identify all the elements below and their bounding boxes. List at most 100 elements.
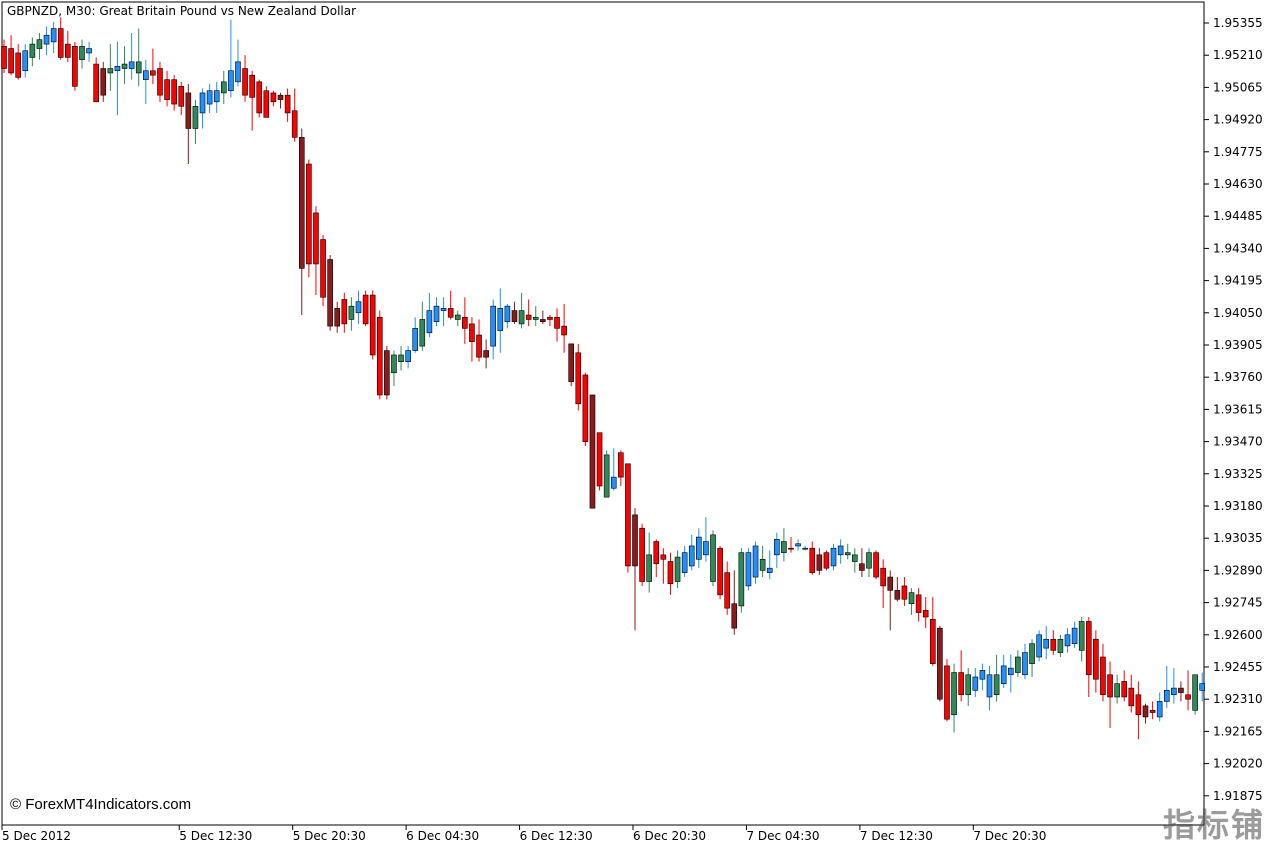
y-tick-label: 1.92455 xyxy=(1213,660,1263,674)
candle xyxy=(518,292,525,329)
candle-body xyxy=(1043,638,1050,649)
candle-body xyxy=(937,627,943,700)
x-tick-label: 5 Dec 20:30 xyxy=(293,829,366,843)
candle xyxy=(1064,628,1071,653)
candle xyxy=(965,668,972,706)
candle xyxy=(1036,630,1042,662)
candle xyxy=(703,517,709,562)
candle xyxy=(128,32,135,80)
candle xyxy=(192,99,199,145)
candle-body xyxy=(355,301,362,314)
candle xyxy=(419,301,426,351)
y-tick-label: 1.92310 xyxy=(1213,692,1263,706)
candle xyxy=(341,292,348,333)
candle xyxy=(540,310,546,324)
candle-body xyxy=(979,670,986,680)
y-tick-label: 1.91875 xyxy=(1213,789,1263,803)
candle xyxy=(851,548,858,573)
candle xyxy=(603,450,610,498)
candle xyxy=(1199,672,1206,702)
candle xyxy=(752,541,759,584)
candle-body xyxy=(674,556,681,582)
plot-frame xyxy=(1,1,1205,826)
candle xyxy=(837,539,844,564)
candle-body xyxy=(1185,694,1191,700)
candle xyxy=(887,570,894,631)
candle xyxy=(632,508,638,631)
candle xyxy=(1057,634,1064,658)
candle-body xyxy=(100,68,107,96)
candle-body xyxy=(270,92,277,103)
y-tick-label: 1.92600 xyxy=(1213,628,1263,642)
candle-body xyxy=(1000,665,1007,684)
candle-body xyxy=(1057,638,1064,653)
candle xyxy=(901,577,908,606)
candle xyxy=(696,528,702,569)
candle xyxy=(249,70,255,131)
candle xyxy=(816,548,823,575)
candle xyxy=(1114,674,1120,704)
candle-body xyxy=(93,63,99,103)
y-tick-label: 1.94485 xyxy=(1213,209,1263,223)
candle xyxy=(362,290,369,327)
candle-body xyxy=(958,672,964,696)
candle-body xyxy=(50,28,57,43)
candle-body xyxy=(128,61,135,69)
candle-body xyxy=(419,319,426,347)
y-tick-label: 1.92890 xyxy=(1213,563,1263,577)
candle xyxy=(944,659,950,722)
candle xyxy=(830,543,837,571)
candle-body xyxy=(844,552,851,556)
candle xyxy=(1000,654,1007,689)
candle-body xyxy=(171,79,177,105)
candle-body xyxy=(915,594,922,613)
candle xyxy=(143,59,149,105)
candle xyxy=(1022,643,1028,680)
candle-body xyxy=(646,554,652,582)
candle xyxy=(873,550,879,580)
candle xyxy=(1192,674,1198,715)
candle-body xyxy=(1050,638,1057,651)
candle-body xyxy=(150,70,156,76)
candle xyxy=(348,297,355,331)
candle-body xyxy=(1078,621,1085,651)
y-tick-label: 1.93905 xyxy=(1213,338,1263,352)
candle xyxy=(8,35,14,76)
candle-body xyxy=(802,547,808,550)
candle xyxy=(1015,650,1021,677)
candle-body xyxy=(554,316,560,329)
candle-body xyxy=(433,305,440,322)
candle xyxy=(1050,630,1057,655)
candle-body xyxy=(703,541,709,556)
candle xyxy=(880,559,886,609)
candle xyxy=(660,548,667,584)
candle-body xyxy=(263,90,270,118)
x-tick-label: 5 Dec 2012 xyxy=(2,829,71,843)
candle-body xyxy=(1121,681,1128,698)
candle-body xyxy=(476,334,482,358)
candle xyxy=(228,19,234,98)
candle xyxy=(291,88,298,142)
candle-body xyxy=(518,310,525,325)
candle xyxy=(79,39,85,69)
candle xyxy=(412,317,419,353)
candle xyxy=(355,290,362,324)
candle xyxy=(114,41,121,116)
candle xyxy=(667,552,674,595)
candle-body xyxy=(561,325,567,336)
candle xyxy=(150,48,156,85)
candle-body xyxy=(788,547,794,550)
y-tick-label: 1.94630 xyxy=(1213,177,1263,191)
candle-body xyxy=(497,308,504,331)
candle-body xyxy=(894,590,901,600)
candle-body xyxy=(348,305,355,320)
candle-body xyxy=(440,308,447,311)
candle-body xyxy=(157,68,163,96)
candle-body xyxy=(596,432,603,487)
candle-body xyxy=(57,28,64,58)
candle-body xyxy=(809,547,816,573)
candle-body xyxy=(922,610,929,618)
candle xyxy=(731,570,738,635)
candle xyxy=(561,303,567,353)
candle-body xyxy=(86,48,92,54)
